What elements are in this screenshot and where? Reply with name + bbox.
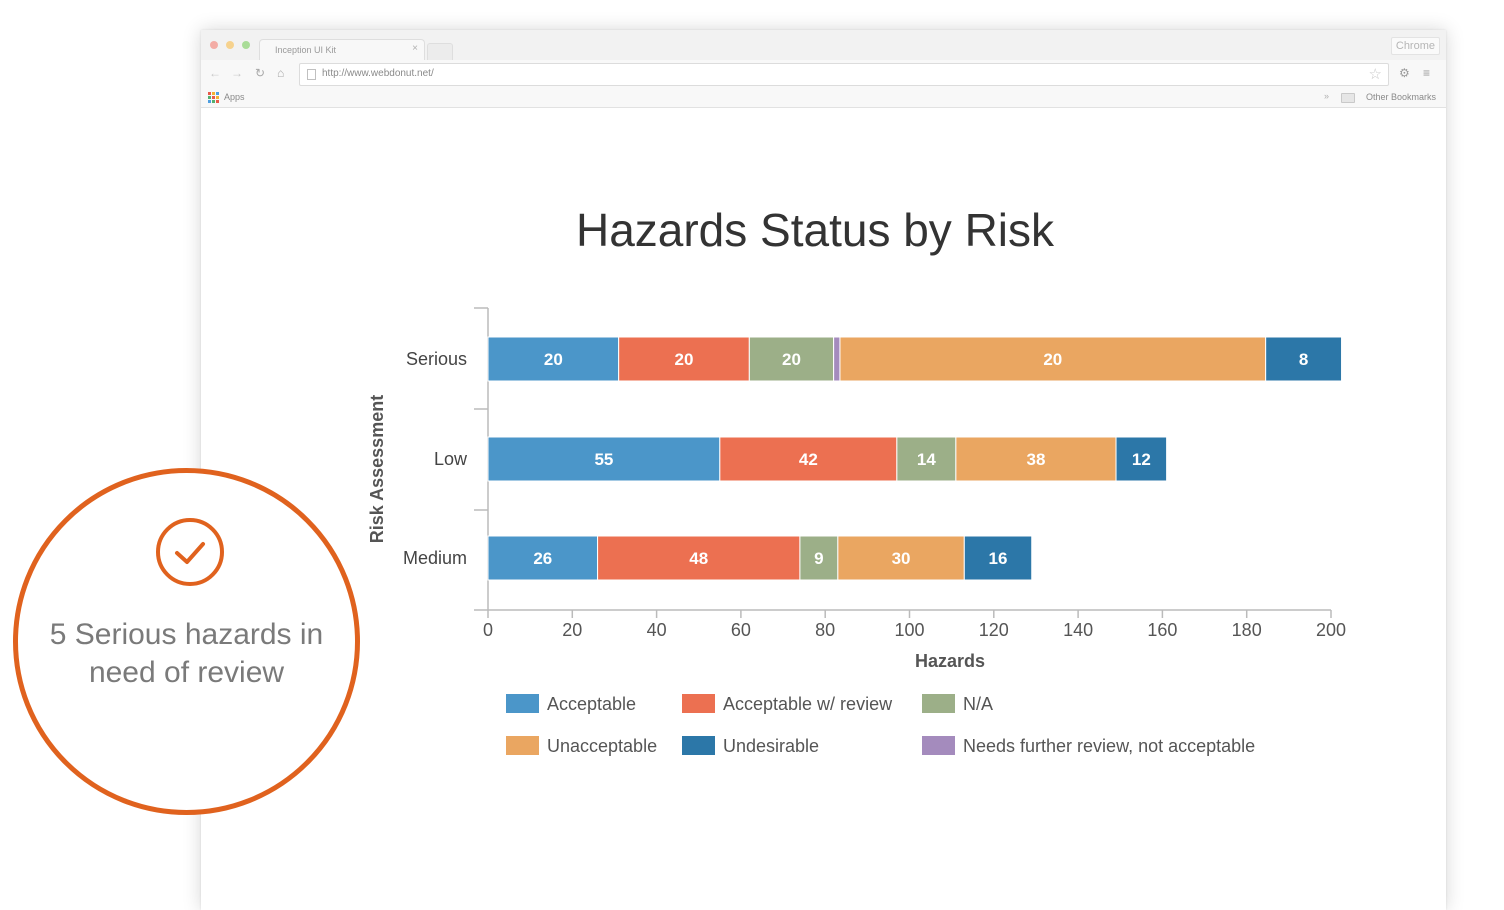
bar-label-serious-3: 20 [1043, 350, 1062, 369]
profile-label[interactable]: Chrome [1390, 37, 1440, 55]
folder-icon [1341, 93, 1355, 103]
x-tick-label-160: 160 [1147, 620, 1177, 640]
bar-medium-undesirable [963, 535, 1033, 581]
browser-window: Inception UI Kit × Chrome ← → ↻ ⌂ http:/… [201, 30, 1446, 910]
close-window-button[interactable] [210, 41, 218, 49]
maximize-window-button[interactable] [242, 41, 250, 49]
chart-title: Hazards Status by Risk [576, 204, 1055, 256]
bar-label-low-0: 55 [594, 450, 613, 469]
minimize-window-button[interactable] [226, 41, 234, 49]
tab-strip: Inception UI Kit × Chrome [201, 30, 1446, 61]
apps-grid-icon[interactable] [208, 92, 219, 103]
bar-medium-acceptable [487, 535, 599, 581]
review-badge: 5 Serious hazards in need of review [13, 468, 360, 815]
url-text[interactable]: http://www.webdonut.net/ [322, 68, 434, 79]
x-axis-title: Hazards [915, 651, 985, 671]
bar-low-acceptable [487, 436, 721, 482]
bar-medium-n-a [799, 535, 839, 581]
bar-medium-unacceptable [837, 535, 965, 581]
settings-gear-icon[interactable]: ⚙ [1399, 66, 1410, 80]
bookmarks-bar: Apps » Other Bookmarks [201, 88, 1446, 108]
bar-serious-acceptable [487, 336, 620, 382]
back-icon[interactable]: ← [209, 66, 221, 80]
bar-label-medium-4: 16 [989, 549, 1008, 568]
address-bar[interactable]: http://www.webdonut.net/ ☆ [299, 63, 1389, 86]
bookmark-star-icon[interactable]: ☆ [1368, 66, 1382, 83]
bar-label-low-3: 38 [1026, 450, 1045, 469]
x-tick-label-140: 140 [1063, 620, 1093, 640]
bar-medium-acceptable-w-review [597, 535, 801, 581]
bar-label-medium-1: 48 [689, 549, 708, 568]
home-icon[interactable]: ⌂ [277, 66, 285, 80]
legend-label-acceptable: Acceptable [547, 694, 636, 714]
x-tick-label-80: 80 [815, 620, 835, 640]
legend-swatch-unacceptable [506, 736, 539, 755]
apps-bookmark[interactable]: Apps [224, 92, 245, 102]
other-bookmarks[interactable]: Other Bookmarks [1365, 92, 1436, 102]
tab-close-icon[interactable]: × [412, 43, 418, 54]
bar-low-undesirable [1115, 436, 1168, 482]
bar-low-acceptable-w-review [719, 436, 898, 482]
category-label-serious: Serious [406, 349, 467, 369]
legend-swatch-n-a [922, 694, 955, 713]
bar-label-serious-4: 8 [1299, 350, 1308, 369]
menu-icon[interactable]: ≡ [1423, 66, 1431, 80]
bar-label-low-1: 42 [799, 450, 818, 469]
x-tick-label-100: 100 [894, 620, 924, 640]
legend-label-n-a: N/A [963, 694, 993, 714]
legend-swatch-acceptable-w-review [682, 694, 715, 713]
check-circle-icon [156, 518, 224, 586]
page-icon [307, 69, 316, 80]
legend-label-undesirable: Undesirable [723, 736, 819, 756]
bar-serious-unacceptable [839, 336, 1267, 382]
x-tick-label-180: 180 [1232, 620, 1262, 640]
tab-title: Inception UI Kit [275, 45, 337, 55]
badge-message: 5 Serious hazards in need of review [49, 618, 324, 689]
x-tick-label-60: 60 [731, 620, 751, 640]
bar-label-serious-2: 20 [782, 350, 801, 369]
new-tab-button[interactable] [427, 43, 453, 60]
category-label-medium: Medium [403, 548, 467, 568]
bar-low-unacceptable [955, 436, 1117, 482]
x-tick-label-20: 20 [562, 620, 582, 640]
browser-tab[interactable]: Inception UI Kit × [259, 39, 425, 61]
bar-label-low-4: 12 [1132, 450, 1151, 469]
bar-serious-undesirable [1265, 336, 1343, 382]
bar-label-medium-3: 30 [892, 549, 911, 568]
bar-label-serious-1: 20 [675, 350, 694, 369]
forward-icon[interactable]: → [231, 66, 243, 80]
legend-label-needs-further-review-not-acceptable: Needs further review, not acceptable [963, 736, 1255, 756]
bar-label-low-2: 14 [917, 450, 936, 469]
bar-serious-acceptable-w-review [618, 336, 750, 382]
y-axis-title: Risk Assessment [367, 395, 387, 543]
bar-label-medium-0: 26 [533, 549, 552, 568]
category-label-low: Low [434, 449, 468, 469]
x-tick-label-200: 200 [1316, 620, 1346, 640]
bar-low-n-a [896, 436, 957, 482]
x-tick-label-40: 40 [647, 620, 667, 640]
bar-serious-needs-further-review-not-acceptable [833, 336, 841, 382]
x-tick-label-0: 0 [483, 620, 493, 640]
bookmarks-overflow-icon[interactable]: » [1323, 91, 1329, 101]
legend-swatch-needs-further-review-not-acceptable [922, 736, 955, 755]
reload-icon[interactable]: ↻ [255, 66, 266, 80]
legend-label-acceptable-w-review: Acceptable w/ review [723, 694, 893, 714]
x-tick-label-120: 120 [979, 620, 1009, 640]
bar-label-serious-0: 20 [544, 350, 563, 369]
browser-toolbar: ← → ↻ ⌂ http://www.webdonut.net/ ☆ ⚙ ≡ [201, 60, 1446, 88]
bar-label-medium-2: 9 [814, 549, 823, 568]
legend-swatch-acceptable [506, 694, 539, 713]
legend-label-unacceptable: Unacceptable [547, 736, 657, 756]
legend-swatch-undesirable [682, 736, 715, 755]
